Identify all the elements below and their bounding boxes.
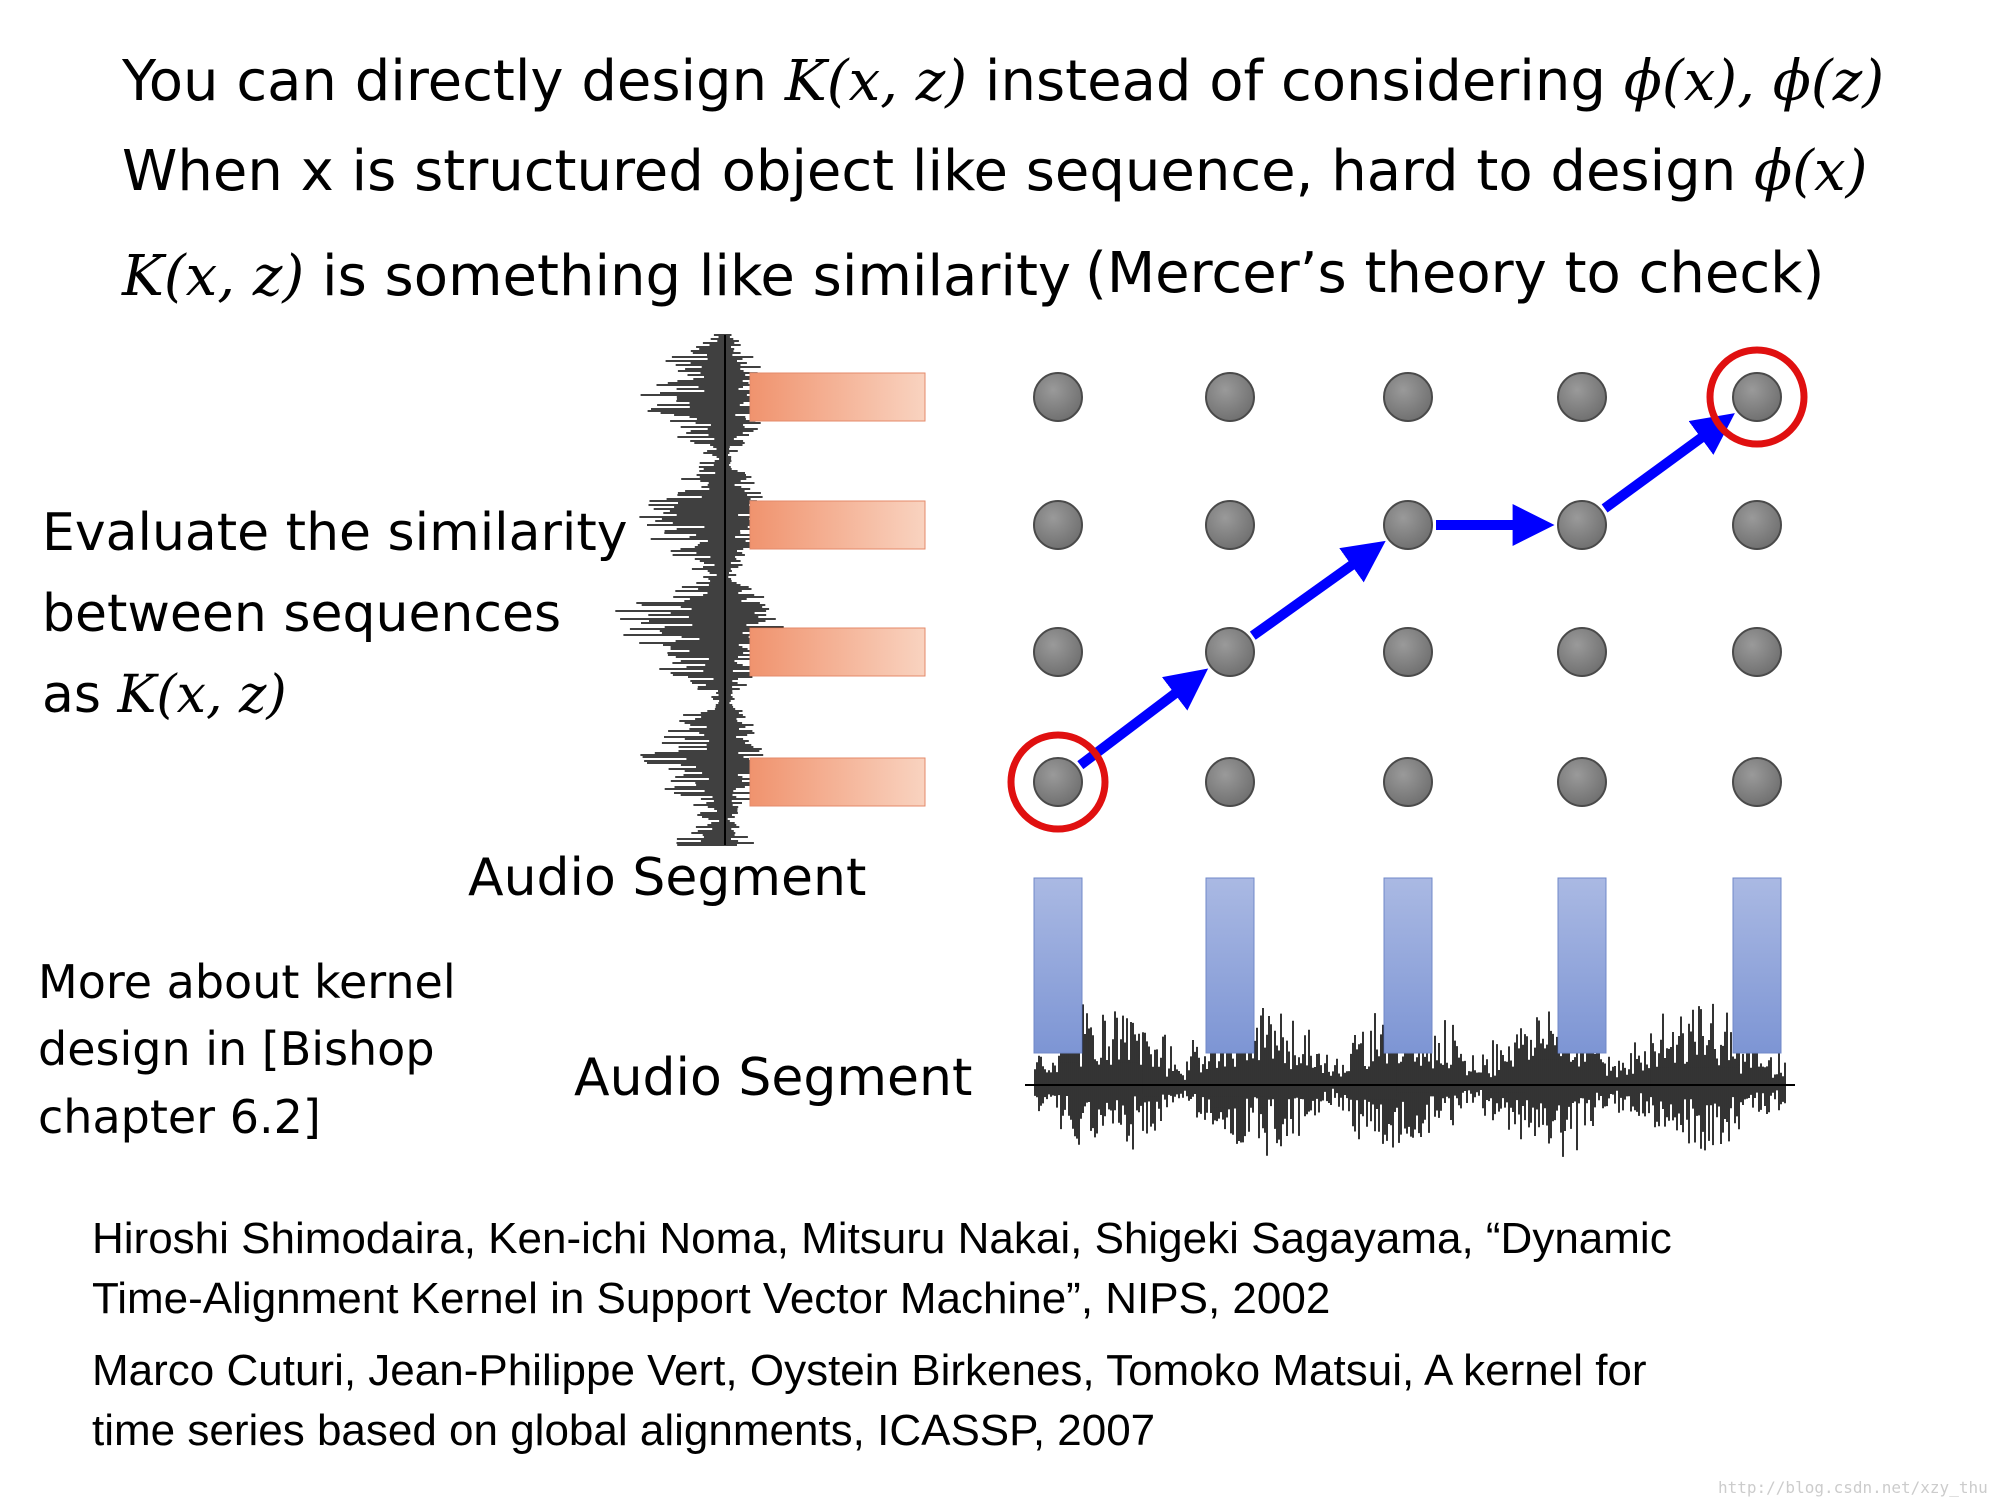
audio-segment-label-horizontal: Audio Segment xyxy=(574,1048,973,1108)
header-line-3: K(x, z) is something like similarity xyxy=(122,244,1072,309)
waveform-trace xyxy=(615,334,784,846)
feature-map-formula: ϕ(x), ϕ(z) xyxy=(1623,49,1885,114)
path-arrow xyxy=(1077,668,1209,770)
left-text-line-2: between sequences xyxy=(42,584,562,644)
waveform-trace xyxy=(1034,1003,1786,1157)
kernel-formula: K(x, z) xyxy=(784,49,968,114)
alignment-path xyxy=(1077,413,1735,770)
horizontal-waveform xyxy=(1025,1003,1795,1157)
grid-node xyxy=(1557,500,1607,550)
grid-node xyxy=(1033,627,1083,677)
left-text-line-1: Evaluate the similarity xyxy=(42,503,628,563)
audio-segment-bar xyxy=(1205,877,1255,1054)
kernel-formula-3: K(x, z) xyxy=(117,665,287,725)
more-about-line-2: design in [Bishop xyxy=(38,1022,435,1076)
audio-segment-bar xyxy=(749,500,926,550)
more-about-line-3: chapter 6.2] xyxy=(38,1090,321,1144)
highlight-circle xyxy=(1706,346,1808,448)
watermark: http://blog.csdn.net/xzy_thu xyxy=(1718,1478,1988,1497)
audio-segment-bar xyxy=(749,372,926,422)
reference-1-line-1: Hiroshi Shimodaira, Ken-ichi Noma, Mitsu… xyxy=(92,1214,1672,1263)
alignment-grid xyxy=(1033,372,1782,807)
grid-node xyxy=(1383,500,1433,550)
grid-node xyxy=(1383,757,1433,807)
audio-segment-label-vertical: Audio Segment xyxy=(468,848,867,908)
grid-node xyxy=(1732,627,1782,677)
grid-node xyxy=(1033,372,1083,422)
vertical-waveform xyxy=(615,334,784,846)
reference-2-line-2: time series based on global alignments, … xyxy=(92,1406,1156,1455)
audio-segment-bar xyxy=(749,757,926,807)
grid-node xyxy=(1205,500,1255,550)
grid-node xyxy=(1557,372,1607,422)
grid-node xyxy=(1033,757,1083,807)
path-arrow xyxy=(1601,413,1735,513)
header-line-2: When x is structured object like sequenc… xyxy=(122,139,1868,204)
highlight-circle xyxy=(1007,731,1109,833)
grid-node xyxy=(1033,500,1083,550)
reference-1-line-2: Time-Alignment Kernel in Support Vector … xyxy=(92,1274,1331,1323)
audio-segment-bar xyxy=(749,627,926,677)
audio-segment-bar xyxy=(1033,877,1083,1054)
vertical-segment-bars xyxy=(749,372,926,807)
horizontal-segment-bars xyxy=(1033,877,1782,1054)
left-text-line-3: as K(x, z) xyxy=(42,665,287,725)
more-about-line-1: More about kernel xyxy=(38,955,456,1009)
reference-2-line-1: Marco Cuturi, Jean-Philippe Vert, Oystei… xyxy=(92,1346,1647,1395)
header-line-1: You can directly design K(x, z) instead … xyxy=(122,49,1885,114)
grid-node xyxy=(1557,757,1607,807)
audio-segment-bar xyxy=(1732,877,1782,1054)
audio-segment-bar xyxy=(1557,877,1607,1054)
grid-node xyxy=(1383,372,1433,422)
grid-node xyxy=(1205,372,1255,422)
grid-node xyxy=(1732,757,1782,807)
grid-node xyxy=(1383,627,1433,677)
feature-map-x-formula: ϕ(x) xyxy=(1753,139,1868,204)
audio-segment-bar xyxy=(1383,877,1433,1054)
kernel-formula-2: K(x, z) xyxy=(122,244,305,309)
path-arrow xyxy=(1249,540,1386,640)
grid-node xyxy=(1557,627,1607,677)
grid-node xyxy=(1205,627,1255,677)
mercer-note: (Mercer’s theory to check) xyxy=(1085,241,1825,306)
endpoint-circles xyxy=(1007,346,1808,833)
grid-node xyxy=(1732,372,1782,422)
grid-node xyxy=(1732,500,1782,550)
grid-node xyxy=(1205,757,1255,807)
